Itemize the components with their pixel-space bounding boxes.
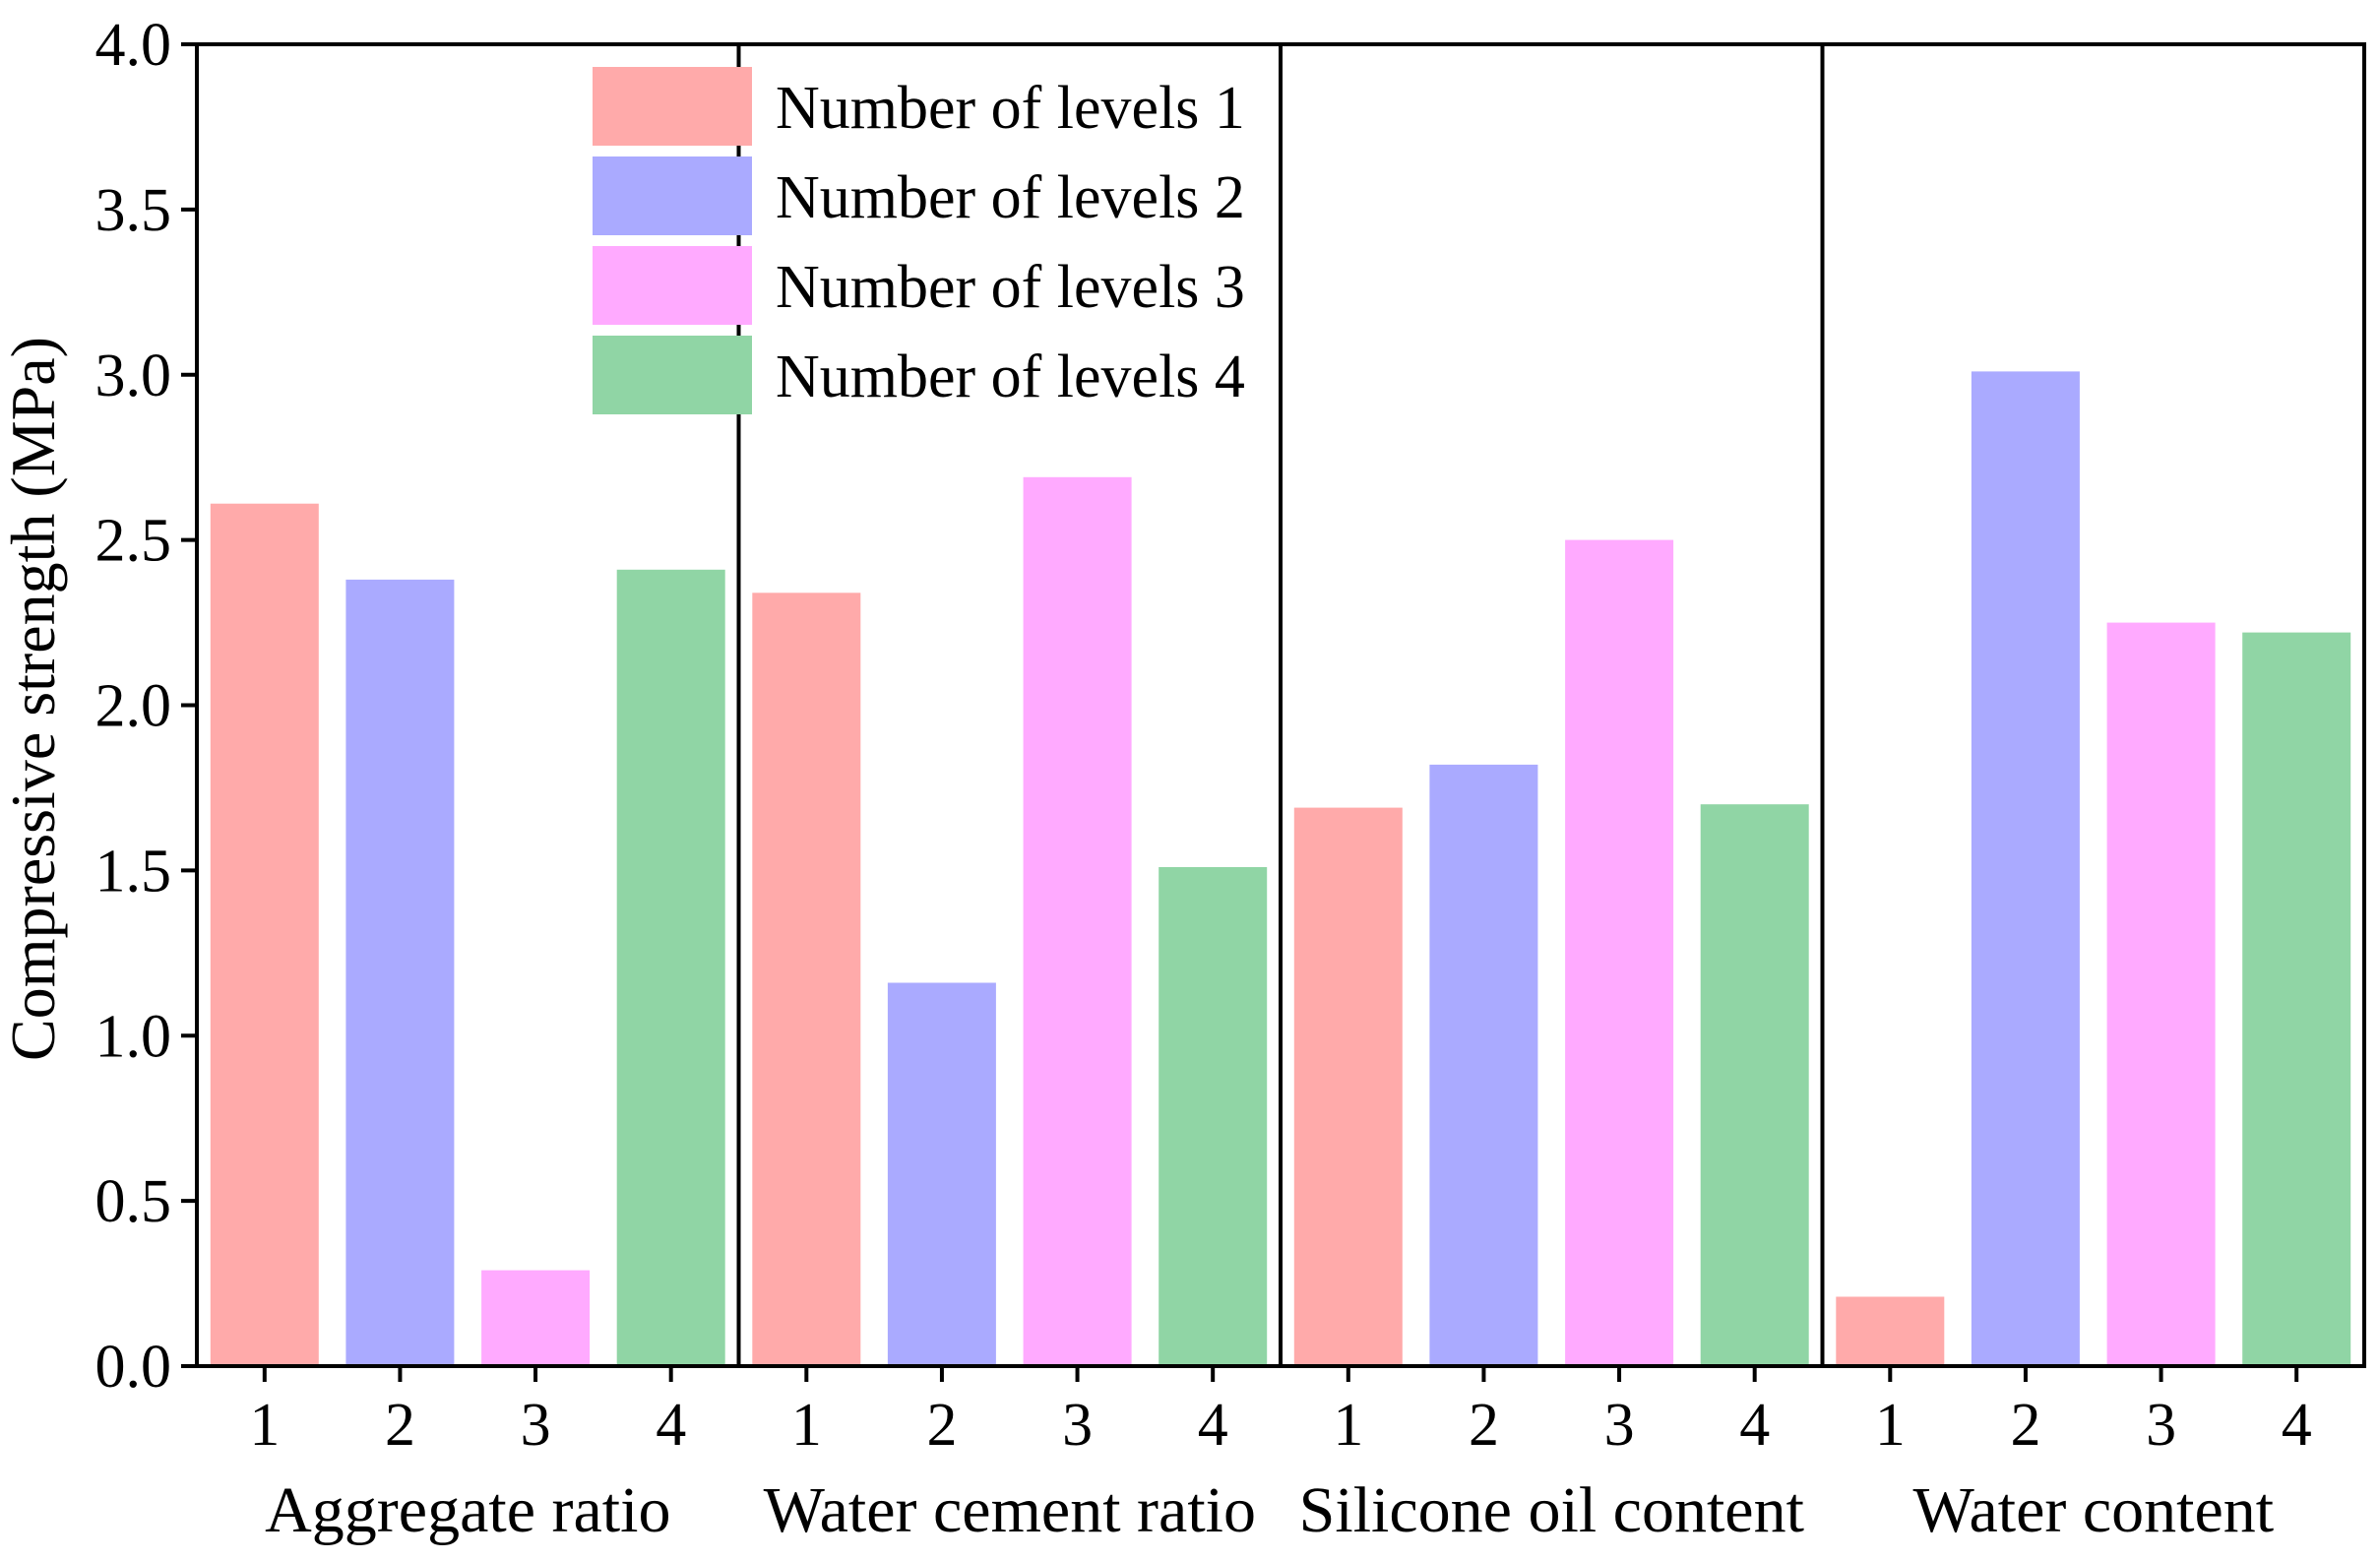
bar-g1-level-3 xyxy=(481,1270,591,1366)
y-tick-label: 2.5 xyxy=(95,508,172,575)
y-tick-label: 1.0 xyxy=(95,1003,172,1070)
legend-label-level-2: Number of levels 2 xyxy=(776,164,1245,231)
legend-swatch-level-3 xyxy=(593,246,752,325)
x-tick-label: 1 xyxy=(249,1392,280,1459)
y-tick-label: 1.5 xyxy=(95,838,172,905)
legend-label-level-4: Number of levels 4 xyxy=(776,343,1245,410)
x-tick-label: 3 xyxy=(521,1392,551,1459)
x-group-label: Water content xyxy=(1912,1474,2274,1546)
x-tick-label: 1 xyxy=(791,1392,822,1459)
bar-g1-level-2 xyxy=(345,579,455,1366)
x-group-label: Aggregate ratio xyxy=(265,1474,670,1546)
x-tick-label: 4 xyxy=(656,1392,686,1459)
x-tick-label: 1 xyxy=(1875,1392,1906,1459)
y-tick-label: 3.5 xyxy=(95,177,172,244)
bar-g2-level-4 xyxy=(1159,867,1268,1366)
legend-label-level-3: Number of levels 3 xyxy=(776,254,1245,321)
bar-g4-level-4 xyxy=(2242,632,2351,1366)
y-tick-label: 0.5 xyxy=(95,1168,172,1235)
y-axis: 0.0 0.5 1.0 1.5 2.0 2.5 3.0 3.5 4.0 xyxy=(95,12,197,1401)
y-tick-label: 2.0 xyxy=(95,673,172,740)
bar-g2-level-3 xyxy=(1023,476,1132,1366)
y-axis-title: Compressive strength (MPa) xyxy=(0,337,68,1061)
legend-swatch-level-2 xyxy=(593,156,752,235)
x-tick-label: 1 xyxy=(1333,1392,1363,1459)
y-tick-label: 3.0 xyxy=(95,343,172,409)
x-tick-label: 4 xyxy=(2282,1392,2312,1459)
bars-layer xyxy=(210,371,2351,1366)
legend-swatch-level-1 xyxy=(593,67,752,146)
bar-g3-level-1 xyxy=(1293,807,1403,1366)
bar-g3-level-3 xyxy=(1565,539,1674,1366)
bar-g3-level-4 xyxy=(1700,804,1809,1366)
bar-g1-level-4 xyxy=(616,569,725,1366)
bar-g4-level-3 xyxy=(2106,622,2216,1366)
x-tick-label: 3 xyxy=(1604,1392,1635,1459)
x-tick-label: 2 xyxy=(1469,1392,1499,1459)
x-tick-label: 3 xyxy=(1062,1392,1093,1459)
bar-g3-level-2 xyxy=(1429,764,1538,1366)
legend-label-level-1: Number of levels 1 xyxy=(776,75,1245,142)
x-group-label: Water cement ratio xyxy=(764,1474,1256,1546)
x-group-label: Silicone oil content xyxy=(1299,1474,1804,1546)
y-tick-label: 0.0 xyxy=(95,1334,172,1401)
x-tick-label: 2 xyxy=(926,1392,957,1459)
bar-g4-level-1 xyxy=(1836,1296,1945,1366)
x-tick-label: 4 xyxy=(1198,1392,1228,1459)
legend-swatch-level-4 xyxy=(593,336,752,414)
bar-g2-level-1 xyxy=(752,593,861,1366)
y-tick-label: 4.0 xyxy=(95,12,172,79)
x-tick-label: 4 xyxy=(1739,1392,1770,1459)
legend: Number of levels 1 Number of levels 2 Numb… xyxy=(593,67,1245,414)
x-tick-label: 2 xyxy=(385,1392,415,1459)
x-tick-label: 2 xyxy=(2010,1392,2040,1459)
bar-g2-level-2 xyxy=(887,982,996,1366)
bar-g1-level-1 xyxy=(210,503,319,1366)
x-tick-label: 3 xyxy=(2146,1392,2176,1459)
x-axis: 1 2 3 4 Aggregate ratio 1 2 3 4 Water cement rati… xyxy=(249,1366,2312,1546)
bar-g4-level-2 xyxy=(1971,371,2080,1366)
